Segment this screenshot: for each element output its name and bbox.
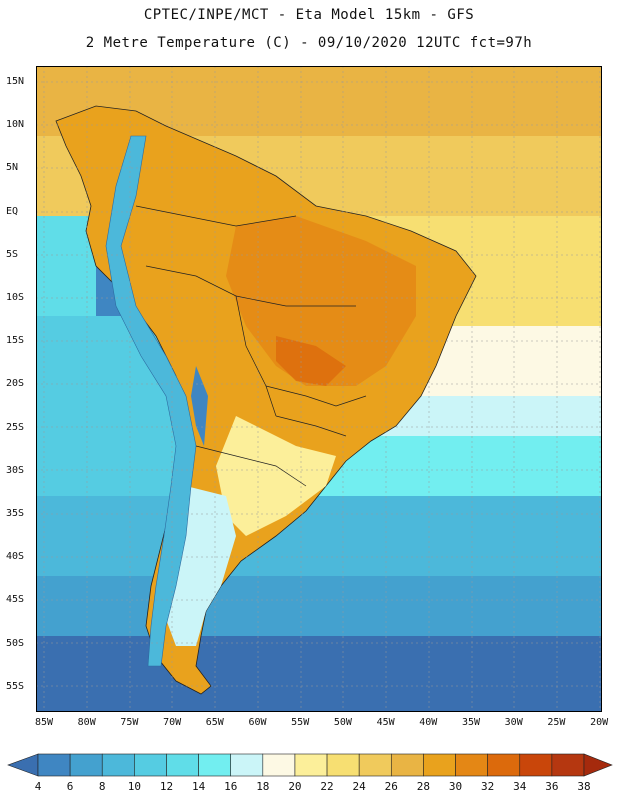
country-borders: [135, 205, 367, 487]
colorbar-tick-label: 6: [67, 780, 74, 793]
colorbar-segment: [390, 753, 424, 777]
lon-label: 35W: [461, 717, 481, 728]
chart-title-line-2: 2 Metre Temperature (C) - 09/10/2020 12U…: [85, 35, 533, 51]
lon-label: 20W: [590, 717, 609, 728]
lat-label: 50S: [6, 637, 25, 649]
colorbar-tick-label: 10: [128, 780, 141, 793]
colorbar-tick-label: 16: [224, 780, 237, 793]
ocean-pacific-warm: [36, 216, 96, 316]
lat-label: 45S: [6, 594, 25, 606]
colorbar-tick-label: 24: [353, 780, 367, 793]
colorbar-segment: [358, 753, 392, 777]
colorbar-segment: [134, 753, 167, 777]
lon-label: 60W: [248, 717, 267, 728]
lon-label: 40W: [419, 717, 438, 728]
lon-label: 80W: [77, 717, 96, 728]
colorbar-tick-label: 8: [99, 780, 106, 793]
colorbar-tick-label: 14: [192, 780, 206, 793]
colorbar-segment: [455, 753, 488, 777]
lat-label: 20S: [6, 378, 25, 390]
andes-high: [191, 366, 208, 446]
colorbar-tick-label: 26: [385, 780, 398, 793]
colorbar-segment: [166, 753, 199, 777]
colorbar-segment: [198, 753, 232, 777]
lat-label: 55S: [6, 680, 25, 692]
colorbar-segment: [101, 753, 135, 777]
colorbar-tick-label: 36: [545, 780, 558, 793]
chart-title-line-1: CPTEC/INPE/MCT - Eta Model 15km - GFS: [143, 7, 475, 23]
hottest-core: [276, 336, 346, 386]
lon-label: 75W: [120, 717, 139, 728]
lat-label: EQ: [6, 205, 19, 217]
lon-label: 50W: [333, 717, 352, 728]
lat-label: 10S: [6, 292, 25, 303]
lon-label: 25W: [547, 717, 566, 728]
colorbar-segment: [551, 753, 585, 777]
temperature-map: [36, 66, 602, 712]
colorbar-tick-label: 18: [256, 780, 269, 793]
lat-label: 10N: [6, 119, 25, 131]
colorbar-tick-label: 22: [320, 780, 333, 793]
colorbar: 4 6 8 10 12 14 16 18 20 22 24 26 28 30 32 34 36 38: [7, 753, 613, 793]
lon-label: 55W: [291, 717, 310, 728]
lat-label: 35S: [6, 508, 25, 519]
lon-label: 85W: [34, 717, 54, 728]
colorbar-segment: [262, 753, 296, 777]
lon-label: 70W: [163, 717, 182, 728]
colorbar-tick-label: 38: [577, 780, 590, 793]
colorbar-tick-label: 34: [513, 780, 527, 793]
colorbar-tick-label: 20: [288, 780, 301, 793]
ocean-antarctic: [36, 636, 602, 712]
colorbar-segment: [294, 753, 328, 777]
hot-interior: [226, 216, 416, 386]
colorbar-tick-label: 12: [160, 780, 173, 793]
lat-label: 15N: [6, 76, 25, 87]
colorbar-left-arrow: [7, 753, 39, 777]
colorbar-tick-label: 4: [35, 780, 42, 793]
colorbar-segment: [230, 753, 264, 777]
lon-label: 65W: [205, 717, 224, 728]
lat-label: 25S: [6, 421, 25, 433]
colorbar-segment: [519, 753, 553, 777]
colorbar-right-arrow: [583, 753, 613, 777]
colorbar-segment: [326, 753, 360, 777]
lat-label: 15S: [6, 335, 25, 347]
colorbar-segment: [69, 753, 103, 777]
south-land-cool: [216, 416, 336, 536]
lat-label: 5S: [6, 248, 19, 260]
lon-label: 45W: [376, 717, 395, 728]
colorbar-segment: [423, 753, 456, 777]
lat-label: 30S: [6, 464, 25, 476]
colorbar-tick-label: 32: [481, 780, 494, 793]
andes-cold: [105, 135, 197, 667]
lat-label: 40S: [6, 551, 25, 563]
ocean-south: [36, 496, 602, 576]
lat-label: 5N: [6, 162, 19, 174]
lon-label: 30W: [504, 717, 523, 728]
colorbar-tick-label: 28: [417, 780, 430, 793]
colorbar-segment: [37, 753, 71, 777]
ocean-far-south: [36, 576, 602, 636]
lat-lon-grid: [36, 66, 602, 712]
colorbar-tick-label: 30: [449, 780, 462, 793]
colorbar-segment: [487, 753, 521, 777]
